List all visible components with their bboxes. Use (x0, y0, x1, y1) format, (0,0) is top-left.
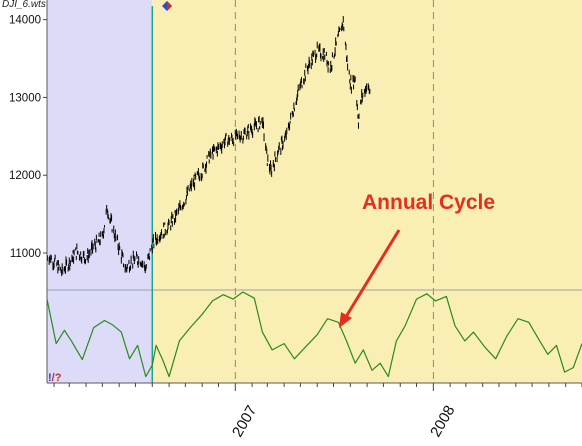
annual-cycle-line (46, 291, 582, 378)
annotation: Annual Cycle (339, 191, 495, 328)
file-label: DJI_6.wts (2, 0, 46, 10)
forecast-region (152, 0, 582, 383)
year-grid (234, 0, 434, 383)
annotation-arrow (342, 229, 401, 321)
y-tick-label: 13000 (9, 92, 41, 104)
forecast-start-handle-icon[interactable] (162, 1, 172, 11)
annotation-arrowhead-icon (339, 312, 352, 328)
y-axis-ticks: 11000 12000 13000 14000 (9, 15, 47, 260)
corner-marker-right: /? (52, 372, 62, 384)
price-bars (46, 16, 371, 277)
axes (46, 0, 582, 384)
y-tick-label: 11000 (10, 248, 41, 260)
y-tick-label: 14000 (9, 15, 41, 27)
history-region (47, 0, 153, 383)
corner-marker[interactable]: !/? (48, 372, 62, 384)
y-tick-label: 12000 (9, 170, 41, 182)
corner-marker-left: ! (48, 372, 52, 384)
cycle-series-line (46, 291, 582, 378)
annotation-label: Annual Cycle (362, 191, 495, 214)
